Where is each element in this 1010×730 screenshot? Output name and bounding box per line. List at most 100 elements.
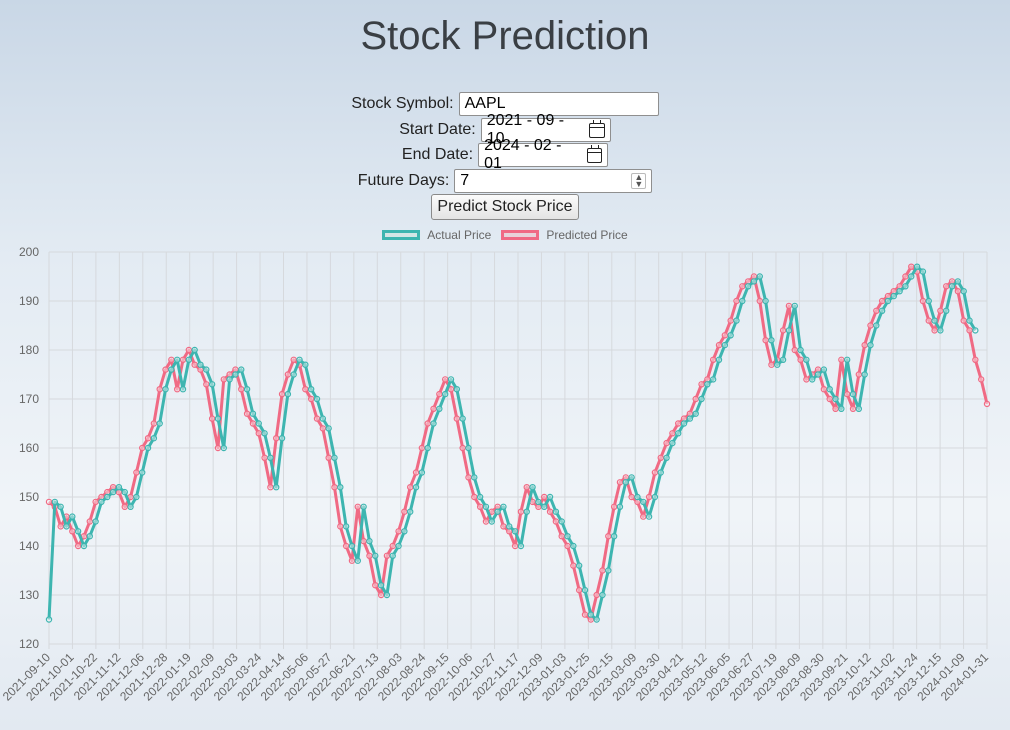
symbol-input[interactable]: AAPL [458, 92, 659, 116]
actual-series-point [832, 395, 839, 403]
predicted-series-point [727, 317, 734, 324]
predicted-series-point [208, 415, 216, 422]
actual-series-point [715, 356, 723, 363]
end-date-value: 2024 - 02 - 01 [484, 137, 562, 172]
actual-series-point [686, 415, 694, 422]
predicted-series-point [86, 518, 93, 525]
predicted-series-point [715, 341, 723, 349]
actual-series-point [663, 454, 670, 461]
actual-series-point [896, 288, 903, 295]
start-date-row: Start Date: 2021 - 09 - 10 [0, 112, 1010, 147]
predicted-series-point [523, 484, 530, 491]
actual-series-point [424, 444, 431, 452]
predicted-series-point [610, 503, 618, 510]
predicted-series-point [849, 405, 857, 412]
actual-series-point [954, 278, 962, 285]
actual-series-point [931, 317, 938, 324]
actual-series-point [261, 430, 268, 437]
predicted-series-point [756, 297, 763, 305]
actual-series-point [121, 488, 128, 496]
end-date-row: End Date: 2024 - 02 - 01 [0, 137, 1010, 172]
calendar-icon[interactable] [586, 144, 603, 163]
start-date-label: Start Date: [399, 121, 476, 138]
predicted-series-point [133, 469, 140, 476]
actual-series-point [669, 439, 676, 447]
predicted-series-point [855, 371, 863, 378]
y-tick-label: 120 [19, 637, 39, 651]
actual-series-point [704, 381, 711, 388]
predicted-series-point [698, 381, 705, 388]
actual-series-point [779, 356, 787, 363]
legend-item-actual[interactable]: Actual Price [382, 228, 491, 242]
actual-series-point [86, 533, 93, 540]
symbol-value: AAPL [464, 95, 506, 112]
actual-series-point [313, 395, 321, 403]
predicted-series-point [709, 356, 717, 363]
actual-series-point [581, 586, 589, 594]
predicted-series-point [436, 390, 443, 398]
predicted-series-point [960, 317, 967, 324]
actual-series-point [861, 371, 868, 378]
actual-series-point [69, 513, 76, 520]
actual-series-point [698, 395, 705, 403]
predicted-series-point [517, 508, 525, 515]
actual-series-point [139, 469, 146, 476]
actual-series-point [284, 390, 292, 398]
predicted-series-point [785, 302, 793, 310]
actual-series-point [342, 523, 350, 530]
predicted-series-point [261, 454, 268, 461]
actual-series-point [622, 479, 629, 486]
actual-series-point [843, 356, 851, 363]
actual-series-point [197, 361, 204, 368]
actual-series-point [377, 582, 385, 589]
actual-series-point [144, 444, 152, 452]
actual-series-point [447, 376, 455, 383]
stepper-icon[interactable]: ▲ ▼ [631, 173, 647, 189]
actual-series-point [430, 420, 437, 427]
actual-series-point [98, 498, 105, 506]
legend-label-predicted: Predicted Price [546, 228, 628, 242]
predicted-series-point [570, 562, 577, 569]
predicted-series-point [616, 479, 624, 486]
predicted-series-point [162, 366, 169, 373]
actual-series-point [651, 493, 659, 501]
actual-series-point [634, 493, 641, 501]
actual-series-point [488, 518, 495, 525]
actual-series-point [529, 484, 536, 491]
predicted-series-point [797, 356, 804, 363]
predicted-series-point [878, 297, 886, 305]
actual-series-point [115, 484, 123, 491]
y-tick-label: 160 [19, 441, 39, 455]
future-days-input[interactable]: 7 ▲ ▼ [454, 169, 653, 193]
calendar-icon[interactable] [589, 119, 605, 138]
actual-series-point [482, 503, 490, 510]
legend-item-predicted[interactable]: Predicted Price [501, 228, 628, 242]
actual-series-point [902, 283, 909, 290]
legend-label-actual: Actual Price [427, 228, 492, 242]
predict-button[interactable]: Predict Stock Price [431, 194, 579, 220]
predicted-series-point [867, 322, 874, 329]
actual-series-point [680, 420, 688, 427]
start-date-input[interactable]: 2021 - 09 - 10 [480, 112, 611, 147]
actual-series-point [173, 356, 181, 363]
actual-series-point [214, 415, 222, 422]
predicted-series-point [173, 386, 181, 393]
predicted-series-point [220, 376, 227, 383]
end-date-input[interactable]: 2024 - 02 - 01 [478, 137, 609, 172]
symbol-row: Stock Symbol: AAPL [0, 92, 1010, 116]
actual-series-point [948, 283, 956, 290]
predicted-series-point [733, 297, 740, 305]
predicted-series-point [482, 518, 490, 525]
predicted-series-point [675, 420, 682, 427]
predicted-series-point [575, 586, 583, 594]
predicted-series-point [179, 356, 187, 363]
actual-series-point [575, 562, 583, 569]
actual-series-point [925, 297, 932, 305]
predicted-series-point [418, 444, 426, 452]
predicted-series-point [238, 386, 245, 393]
predicted-series-point [832, 405, 839, 412]
actual-series-point [465, 444, 472, 452]
actual-series-point [657, 469, 664, 476]
predicted-series-point [739, 283, 746, 290]
